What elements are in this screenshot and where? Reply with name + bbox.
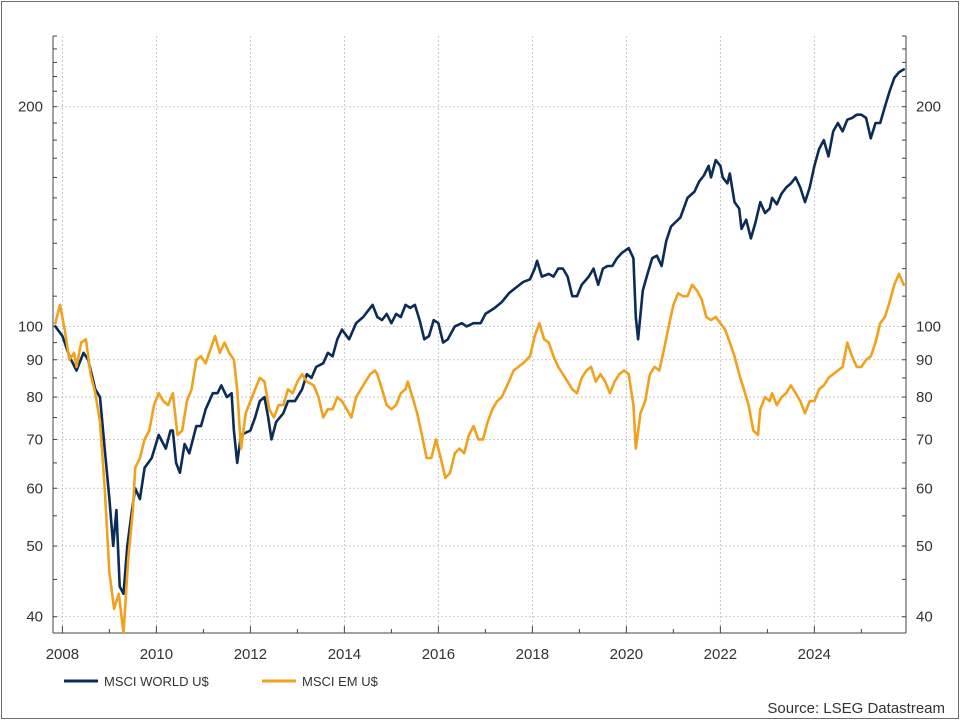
x-tick-label: 2008	[46, 646, 79, 663]
y-tick-label-left: 200	[18, 99, 43, 116]
x-tick-label: 2022	[704, 646, 737, 663]
gridlines	[53, 36, 906, 633]
y-tick-label-right: 60	[916, 480, 933, 497]
x-tick-label: 2016	[422, 646, 455, 663]
series-line-msci-world-u	[54, 68, 905, 596]
y-tick-label-right: 40	[916, 609, 933, 626]
legend: MSCI WORLD U$ MSCI EM U$	[64, 674, 379, 689]
y-tick-label-left: 70	[26, 431, 43, 448]
y-tick-label-right: 100	[916, 318, 941, 335]
y-tick-label-right: 90	[916, 352, 933, 369]
axes: 2008 2010 2012 2014 2016 2018 2020 2022 2024 40 50…	[18, 35, 941, 663]
y-tick-label-left: 80	[26, 389, 43, 406]
y-tick-label-left: 40	[26, 609, 43, 626]
series-lines	[54, 68, 905, 635]
y-tick-label-right: 200	[916, 99, 941, 116]
x-tick-label: 2020	[610, 646, 643, 663]
y-tick-label-right: 80	[916, 389, 933, 406]
series-line-msci-em-u	[54, 272, 905, 635]
y-tick-label-left: 60	[26, 480, 43, 497]
source-note: Source: LSEG Datastream	[767, 700, 945, 717]
y-tick-label-left: 50	[26, 538, 43, 555]
x-tick-label: 2024	[798, 646, 831, 663]
y-tick-label-right: 70	[916, 431, 933, 448]
x-tick-label: 2018	[516, 646, 549, 663]
x-tick-label: 2012	[234, 646, 267, 663]
legend-label-msci-world: MSCI WORLD U$	[104, 674, 210, 689]
y-tick-label-right: 50	[916, 538, 933, 555]
x-tick-label: 2014	[328, 646, 361, 663]
y-tick-label-left: 100	[18, 318, 43, 335]
legend-label-msci-em: MSCI EM U$	[302, 674, 379, 689]
y-tick-label-left: 90	[26, 352, 43, 369]
x-tick-label: 2010	[140, 646, 173, 663]
